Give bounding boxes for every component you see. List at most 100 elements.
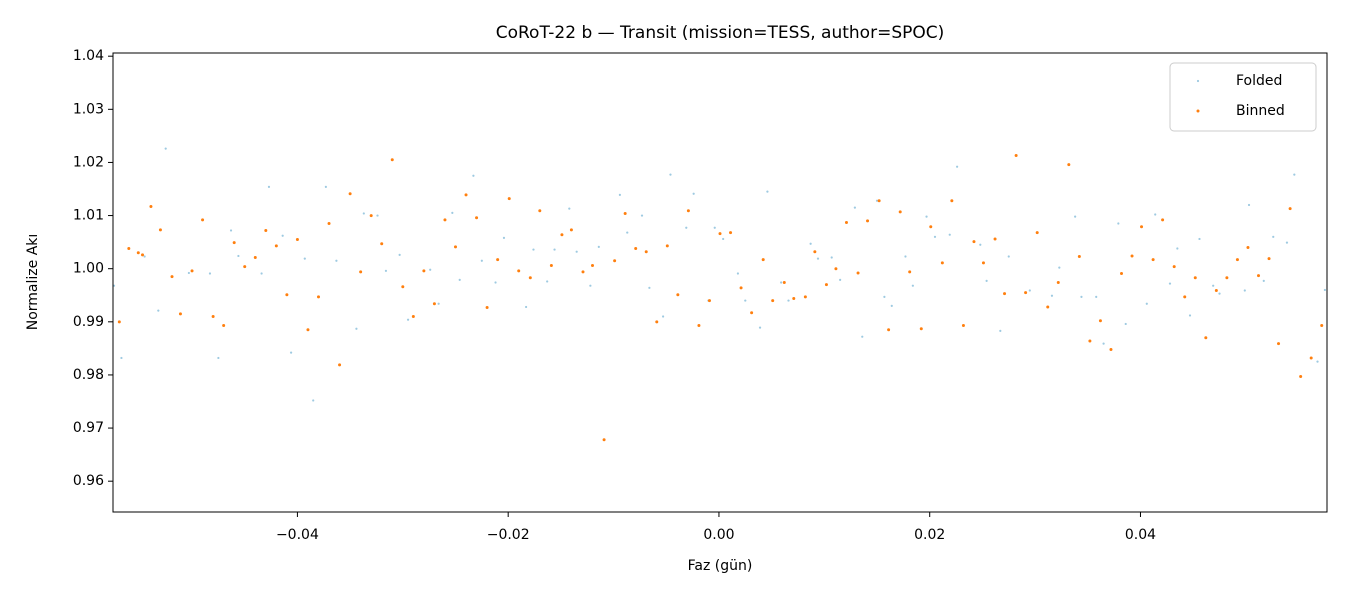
point — [507, 197, 511, 201]
point — [232, 241, 236, 245]
point — [898, 210, 902, 214]
point — [722, 237, 725, 241]
point — [613, 259, 617, 263]
point — [1109, 347, 1113, 351]
point — [1154, 213, 1157, 216]
y-tick-label: 1.04 — [73, 48, 104, 64]
point — [553, 248, 556, 251]
point — [532, 248, 535, 251]
point — [1077, 254, 1081, 258]
point — [866, 219, 870, 223]
point — [861, 335, 864, 338]
point — [1257, 274, 1261, 278]
point — [834, 267, 838, 271]
point — [853, 206, 856, 209]
point — [502, 236, 506, 239]
point — [685, 226, 688, 229]
point — [830, 256, 833, 259]
point — [1323, 288, 1326, 292]
point — [766, 190, 769, 193]
point — [517, 269, 521, 273]
point — [877, 199, 881, 203]
point — [208, 272, 212, 275]
x-tick-label: −0.04 — [276, 527, 319, 543]
x-tick-label: 0.00 — [703, 527, 734, 543]
point — [718, 232, 722, 236]
point — [281, 234, 284, 237]
legend-label: Binned — [1236, 103, 1285, 119]
legend-label: Folded — [1236, 73, 1282, 89]
point — [120, 356, 123, 360]
point — [398, 253, 401, 256]
point — [289, 351, 293, 354]
point — [1204, 336, 1208, 340]
point — [1193, 276, 1197, 280]
point — [933, 235, 937, 238]
point — [1293, 173, 1296, 176]
point — [1277, 342, 1281, 346]
point — [676, 293, 680, 297]
point — [972, 240, 976, 244]
point — [1056, 281, 1060, 284]
point — [824, 283, 828, 287]
point — [480, 259, 483, 262]
point — [1014, 154, 1018, 158]
point — [758, 326, 762, 329]
point — [844, 220, 848, 224]
point — [217, 356, 220, 360]
point — [875, 199, 879, 202]
point — [295, 237, 299, 241]
point — [713, 226, 716, 229]
point — [267, 185, 271, 188]
point — [1050, 294, 1054, 297]
point — [458, 278, 461, 281]
point — [787, 299, 790, 302]
point — [260, 272, 263, 275]
point — [362, 212, 365, 215]
point — [324, 185, 327, 188]
point — [890, 304, 893, 307]
point — [229, 229, 233, 232]
y-tick-label: 0.97 — [73, 420, 104, 436]
point — [136, 251, 140, 255]
point — [316, 295, 320, 299]
point — [648, 286, 651, 289]
point — [1102, 342, 1105, 345]
point — [856, 271, 860, 275]
point — [961, 324, 965, 328]
point — [237, 254, 240, 258]
point — [178, 312, 182, 316]
point — [1272, 235, 1275, 238]
point — [1074, 215, 1077, 218]
point — [380, 242, 384, 246]
x-tick-label: 0.02 — [914, 527, 945, 543]
point — [686, 209, 690, 213]
point — [887, 328, 891, 332]
point — [816, 257, 820, 260]
point — [549, 264, 553, 267]
plot-area — [113, 147, 1326, 442]
point — [338, 363, 342, 367]
y-axis-label: Normalize Akı — [25, 234, 41, 331]
point — [1218, 292, 1221, 295]
point — [1246, 245, 1250, 249]
point — [707, 299, 711, 303]
point — [253, 256, 257, 260]
point — [264, 228, 268, 232]
point — [472, 174, 475, 177]
point — [1267, 257, 1271, 261]
point — [143, 255, 146, 258]
point — [908, 270, 912, 274]
point — [911, 284, 914, 287]
point — [744, 299, 747, 302]
point — [929, 225, 933, 229]
point — [546, 280, 549, 283]
point — [390, 158, 394, 162]
y-tick-label: 0.96 — [73, 473, 104, 489]
point — [948, 233, 951, 236]
point — [568, 207, 571, 210]
point — [669, 173, 672, 176]
point — [623, 211, 627, 215]
